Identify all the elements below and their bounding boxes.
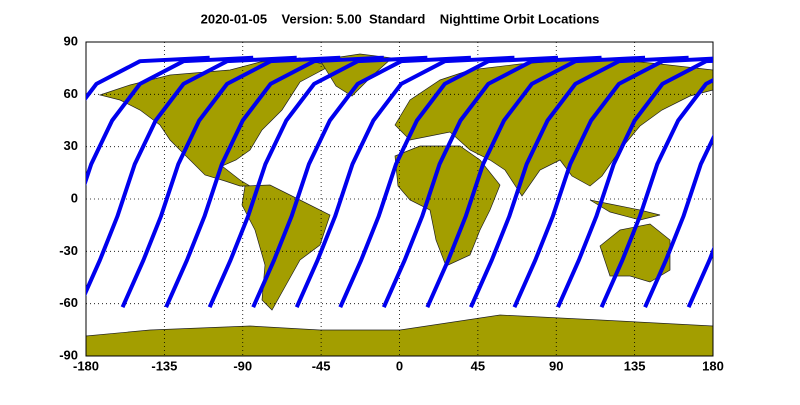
- x-tick-label: -45: [312, 358, 331, 373]
- x-tick-label: 180: [702, 358, 724, 373]
- north-america: [98, 57, 331, 187]
- africa: [394, 145, 501, 267]
- x-tick-label: 45: [471, 358, 485, 373]
- orbit-track: [425, 55, 646, 308]
- orbit-track: [86, 55, 254, 187]
- orbit-track: [381, 55, 602, 308]
- orbit-tracks: [86, 55, 713, 308]
- y-tick-label: -90: [59, 347, 78, 362]
- orbit-track: [164, 55, 384, 308]
- x-tick-label: 90: [549, 358, 563, 373]
- x-tick-label: 135: [624, 358, 646, 373]
- orbit-track: [599, 77, 713, 308]
- orbit-track: [556, 58, 713, 308]
- x-tick-label: -135: [151, 358, 177, 373]
- chart-title: 2020-01-05 Version: 5.00 Standard Nightt…: [201, 11, 600, 26]
- x-tick-label: -180: [73, 358, 99, 373]
- orbit-track: [338, 55, 559, 308]
- south-america: [241, 184, 331, 311]
- y-tick-label: 90: [64, 33, 78, 48]
- antarctica: [86, 314, 713, 356]
- orbit-track: [120, 55, 341, 308]
- orbit-track: [86, 55, 210, 101]
- orbit-track: [86, 55, 297, 297]
- orbit-track: [251, 55, 472, 308]
- y-tick-label: 30: [64, 138, 78, 153]
- orbit-track: [469, 55, 689, 308]
- x-tick-label: 0: [396, 358, 403, 373]
- orbit-track: [294, 55, 515, 308]
- orbit-track: [686, 245, 713, 308]
- y-tick-label: 0: [71, 190, 78, 205]
- indonesia: [589, 199, 661, 221]
- y-tick-label: -60: [59, 295, 78, 310]
- orbit-track: [643, 134, 713, 308]
- x-tick-label: -90: [233, 358, 252, 373]
- orbit-track: [512, 56, 713, 308]
- orbit-track: [207, 55, 428, 308]
- y-tick-label: 60: [64, 86, 78, 101]
- y-tick-label: -30: [59, 243, 78, 258]
